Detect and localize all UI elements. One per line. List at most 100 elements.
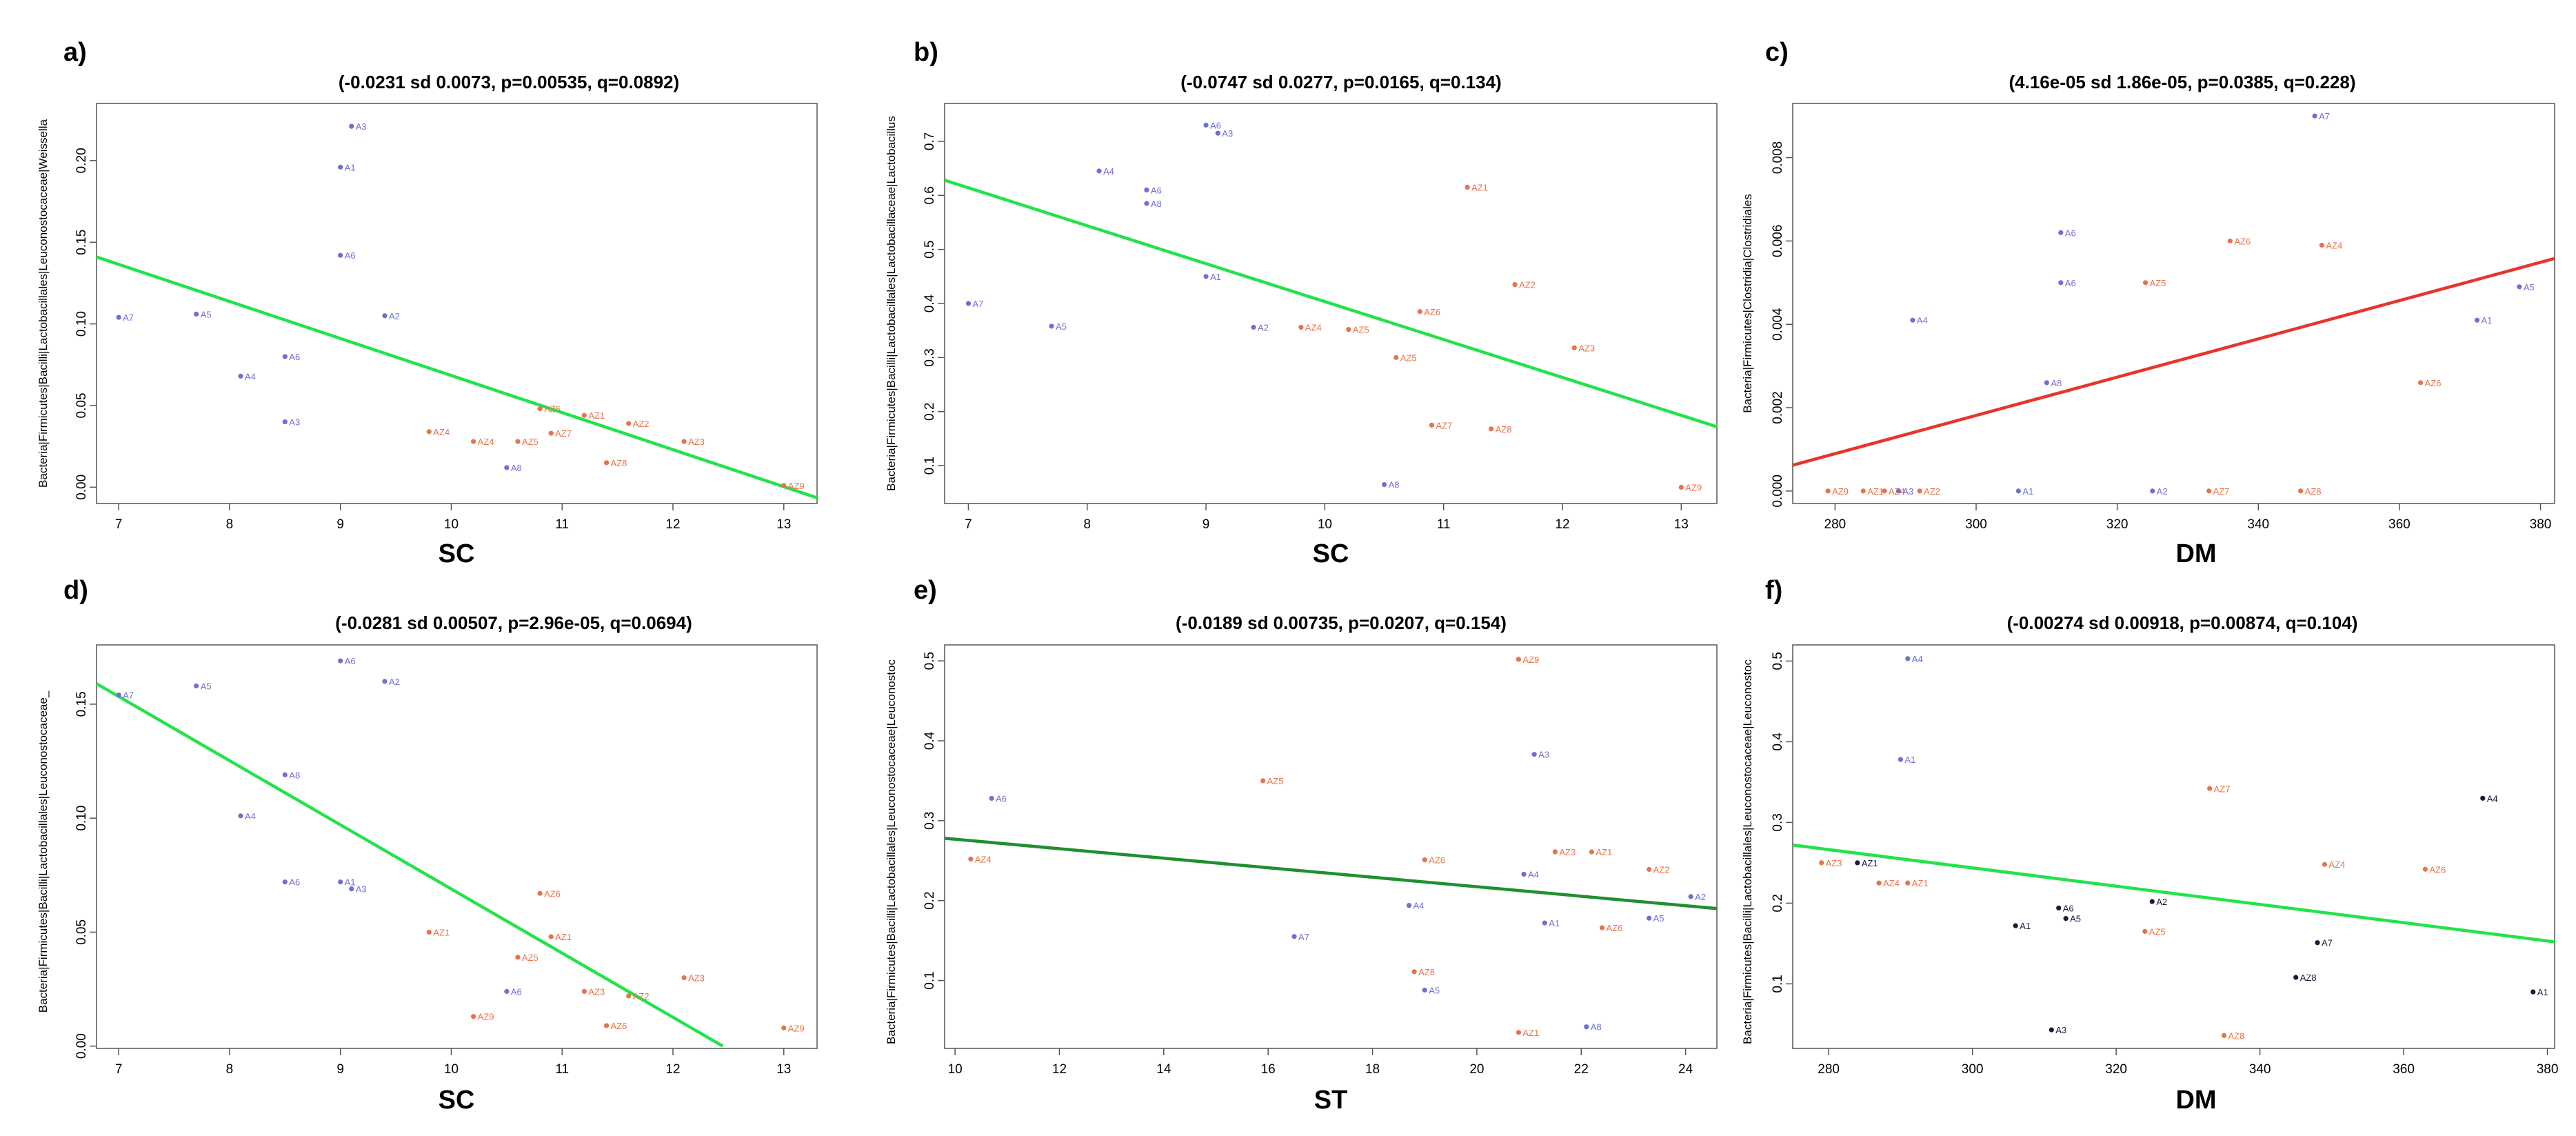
data-point: [2142, 928, 2148, 934]
data-point: [1647, 915, 1652, 921]
panel-letter: a): [63, 38, 87, 67]
data-point: [603, 1023, 610, 1028]
point-label: A6: [2065, 228, 2076, 238]
data-point: [426, 429, 432, 435]
data-point: [2049, 1027, 2054, 1033]
panel-d: d) (-0.0281 sd 0.00507, p=2.96e-05, q=0.…: [37, 576, 818, 1115]
data-point: [2319, 242, 2324, 248]
point-label: AZ1: [1471, 182, 1488, 192]
data-point: [1898, 757, 1903, 762]
data-point: [1882, 488, 1887, 494]
data-point: [1521, 871, 1527, 877]
y-tick-label: 0.20: [74, 148, 89, 173]
data-point: [1910, 317, 1915, 323]
y-tick-label: 0.004: [1771, 308, 1785, 341]
point-label: A4: [1103, 166, 1114, 177]
x-tick-label: 18: [1365, 1062, 1380, 1077]
point-label: A5: [2524, 282, 2535, 292]
x-tick-label: 10: [444, 1062, 459, 1077]
point-label: A6: [996, 793, 1007, 804]
x-tick-label: 10: [1318, 517, 1332, 532]
data-point: [1584, 1024, 1589, 1030]
data-point: [194, 311, 199, 317]
point-label: A4: [1917, 315, 1928, 326]
x-tick-label: 10: [948, 1062, 963, 1077]
data-point: [2207, 786, 2213, 791]
chart-stats-title: (4.16e-05 sd 1.86e-05, p=0.0385, q=0.228…: [2009, 72, 2355, 92]
x-tick-label: 22: [1574, 1062, 1589, 1077]
data-point: [2142, 280, 2149, 286]
data-point: [1589, 849, 1594, 855]
point-label: A8: [1151, 199, 1162, 209]
x-tick-label: 380: [2537, 1062, 2559, 1077]
point-label: AZ6: [2425, 378, 2442, 388]
x-tick-label: 10: [444, 517, 459, 532]
data-point: [548, 430, 554, 436]
x-tick-label: 12: [1555, 517, 1569, 532]
point-label: AZ6: [2429, 864, 2446, 875]
point-label: A3: [1902, 486, 1913, 497]
point-label: A7: [123, 690, 134, 701]
data-point: [2480, 795, 2486, 801]
point-label: AZ3: [688, 973, 705, 984]
point-label: AZ2: [633, 419, 650, 429]
point-label: AZ9: [1522, 655, 1539, 665]
data-point: [2298, 488, 2304, 494]
x-tick-label: 12: [1052, 1062, 1067, 1077]
data-point: [1422, 987, 1427, 993]
data-point: [537, 890, 543, 896]
point-label: A8: [511, 463, 522, 473]
data-point: [1876, 880, 1882, 886]
point-label: AZ2: [1519, 280, 1536, 290]
point-label: A6: [1210, 120, 1221, 130]
chart-stats-title: (-0.00274 sd 0.00918, p=0.00874, q=0.104…: [2007, 612, 2358, 633]
point-label: A6: [2065, 278, 2076, 288]
x-tick-label: 9: [336, 1062, 344, 1077]
x-tick-label: 16: [1261, 1062, 1276, 1077]
data-point: [968, 856, 974, 862]
y-tick-label: 0.3: [1771, 813, 1785, 831]
data-point: [1260, 778, 1266, 784]
data-point: [1895, 488, 1902, 494]
point-label: A6: [511, 986, 522, 997]
point-label: AZ3: [588, 986, 605, 997]
point-label: AZ4: [2328, 859, 2345, 870]
point-label: AZ2: [1924, 486, 1940, 497]
data-point: [1417, 309, 1422, 315]
x-tick-label: 14: [1156, 1062, 1171, 1077]
y-tick-label: 0.2: [923, 891, 937, 909]
x-axis-label: SC: [439, 1086, 475, 1115]
point-label: A6: [289, 352, 300, 362]
y-tick-label: 0.5: [1771, 652, 1785, 670]
point-label: A5: [1056, 321, 1067, 332]
y-tick-label: 0.10: [74, 806, 89, 831]
point-label: AZ6: [544, 404, 561, 415]
data-point: [2474, 317, 2480, 323]
point-label: A1: [1904, 755, 1915, 765]
data-point: [2315, 940, 2320, 946]
point-label: A3: [2055, 1025, 2066, 1035]
y-tick-label: 0.15: [74, 691, 89, 717]
point-label: AZ4: [478, 437, 494, 447]
y-tick-label: 0.05: [74, 919, 89, 945]
data-point: [2293, 975, 2299, 980]
data-point: [194, 683, 199, 689]
x-tick-label: 8: [226, 1062, 234, 1077]
data-point: [1411, 969, 1417, 975]
point-label: A7: [972, 299, 983, 309]
data-point: [504, 988, 510, 994]
x-tick-label: 9: [1203, 517, 1210, 532]
data-point: [965, 301, 972, 306]
data-point: [504, 465, 510, 470]
x-tick-label: 340: [2247, 517, 2269, 532]
y-axis-label: Bacteria|Firmicutes|Bacilli|Lactobacilla…: [885, 659, 898, 1044]
point-label: A2: [389, 311, 400, 321]
point-label: A1: [1210, 272, 1221, 282]
data-point: [1298, 324, 1304, 330]
data-point: [338, 658, 343, 664]
data-point: [548, 934, 554, 939]
y-tick-label: 0.3: [923, 348, 937, 366]
data-point: [2150, 488, 2155, 494]
point-label: AZ4: [1305, 322, 1322, 332]
point-label: AZ1: [1912, 878, 1929, 888]
